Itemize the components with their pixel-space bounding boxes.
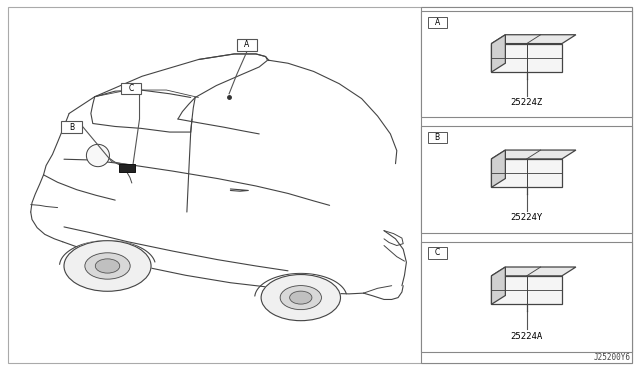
Polygon shape (492, 150, 506, 187)
Circle shape (290, 291, 312, 304)
Polygon shape (492, 267, 506, 304)
Polygon shape (492, 150, 576, 159)
Circle shape (95, 259, 120, 273)
Polygon shape (492, 276, 562, 304)
Polygon shape (492, 35, 506, 72)
Circle shape (261, 275, 340, 321)
Text: 25224Z: 25224Z (511, 98, 543, 107)
Bar (61, 121, 82, 133)
Circle shape (64, 241, 151, 291)
Text: A: A (435, 18, 440, 27)
Bar (428, 132, 447, 143)
Bar (421, 126, 632, 232)
Text: 25224Y: 25224Y (511, 213, 543, 222)
Text: B: B (435, 133, 440, 142)
Polygon shape (492, 44, 562, 72)
Polygon shape (492, 159, 562, 187)
Bar (421, 242, 632, 352)
Bar (119, 164, 135, 172)
Bar (428, 247, 447, 259)
Text: 25224A: 25224A (511, 332, 543, 341)
Polygon shape (492, 267, 576, 276)
Ellipse shape (86, 144, 109, 167)
Bar (428, 17, 447, 28)
Circle shape (85, 253, 130, 279)
Bar (421, 11, 632, 117)
Bar (121, 83, 141, 94)
Circle shape (280, 286, 321, 310)
Text: J25200Y6: J25200Y6 (593, 353, 630, 362)
Text: C: C (129, 84, 134, 93)
Text: C: C (435, 248, 440, 257)
Text: A: A (244, 40, 250, 49)
Bar (421, 7, 632, 363)
Polygon shape (492, 35, 576, 44)
Text: B: B (69, 123, 74, 132)
Bar (237, 39, 257, 51)
